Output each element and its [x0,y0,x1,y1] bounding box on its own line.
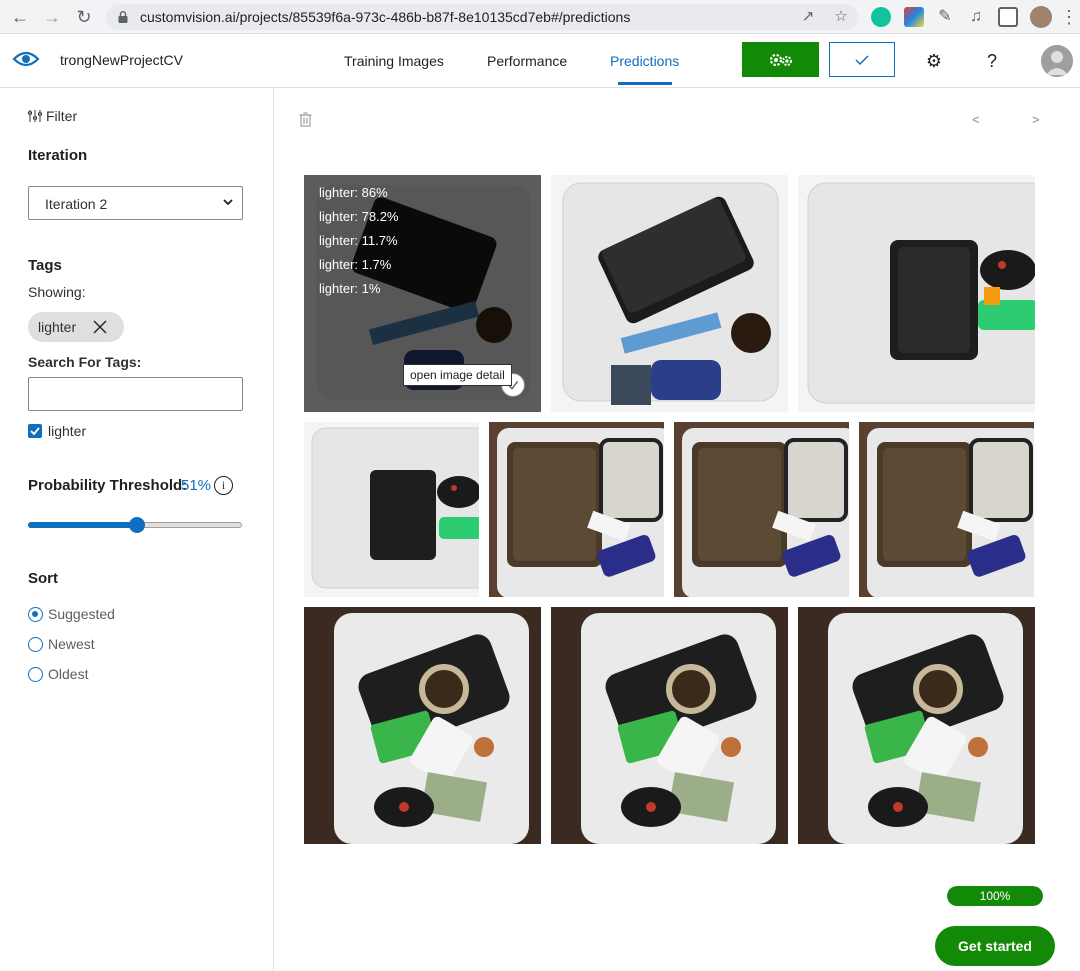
showing-tag-text: lighter [38,319,77,335]
url-text: customvision.ai/projects/85539f6a-973c-4… [140,9,631,25]
pager-previous[interactable]: < [972,112,980,127]
photo-tray-phone [551,175,788,412]
trash-icon[interactable] [299,112,312,127]
get-started-button[interactable]: Get started [935,926,1055,966]
tab-training-images[interactable]: Training Images [344,53,444,69]
threshold-slider-thumb[interactable] [129,517,145,533]
forward-icon[interactable]: → [43,7,61,27]
sort-radio-suggested[interactable] [28,607,43,622]
photo-tray-keys-lighters [304,607,541,844]
help-icon[interactable]: ? [986,51,997,71]
prediction-line: lighter: 86% [319,185,388,200]
grammarly-extension-icon[interactable] [871,7,891,27]
chevron-down-icon [223,199,233,206]
threshold-slider-fill [28,522,137,528]
search-tags-input[interactable] [28,377,243,411]
back-icon[interactable]: ← [11,7,29,27]
filter-sliders-icon [28,110,42,122]
probability-threshold-value: 51% [181,477,212,494]
photo-tray-wallet [304,422,479,597]
prediction-image-6[interactable] [674,422,849,597]
progress-label: 100% [979,889,1011,903]
browser-toolbar: ← → ↻ customvision.ai/projects/85539f6a-… [0,0,1080,34]
prediction-image-3[interactable] [798,175,1035,412]
iteration-select[interactable]: Iteration 2 [28,186,243,220]
remove-tag-close-icon[interactable] [93,320,107,334]
prediction-line: lighter: 1.7% [319,257,392,272]
address-bar[interactable]: customvision.ai/projects/85539f6a-973c-4… [106,4,858,30]
prediction-image-4[interactable] [304,422,479,597]
tooltip-open-image-detail: open image detail [403,364,512,386]
reload-icon[interactable]: ↻ [76,7,92,27]
prediction-image-7[interactable] [859,422,1034,597]
prediction-image-2[interactable] [551,175,788,412]
user-silhouette-icon [1041,45,1073,77]
sort-radio-oldest[interactable] [28,667,43,682]
progress-fill [947,886,1043,906]
prediction-image-9[interactable] [551,607,788,844]
profile-avatar-icon[interactable] [1030,6,1052,28]
app-header: trongNewProjectCV Training Images Perfor… [0,34,1080,88]
prediction-line: lighter: 11.7% [319,233,398,248]
tag-checkbox-label: lighter [48,423,87,439]
color-extension-icon[interactable] [904,7,924,27]
sort-label-suggested: Suggested [48,606,115,622]
share-icon[interactable]: ↗ [801,8,815,25]
photo-tray-leather-wallet [674,422,849,597]
side-panel-icon[interactable] [998,7,1018,27]
quick-test-button[interactable] [829,42,895,77]
checkmark-icon [30,427,40,436]
photo-tray-keys-lighters [551,607,788,844]
sort-label-newest: Newest [48,636,95,652]
bookmark-star-icon[interactable]: ☆ [834,8,848,25]
filter-label: Filter [46,108,78,124]
pager-next[interactable]: > [1032,112,1040,127]
photo-tray-leather-wallet [489,422,664,597]
tag-checkbox-lighter[interactable] [28,424,42,438]
browser-menu-icon[interactable]: ⋮ [1060,7,1078,27]
sort-heading: Sort [28,570,58,587]
prediction-image-8[interactable] [304,607,541,844]
custom-vision-eye-icon[interactable] [12,48,40,70]
filter-toggle[interactable]: Filter [28,108,77,124]
photo-tray-keys-lighters [798,607,1035,844]
showing-tag-pill: lighter [28,312,124,342]
showing-label: Showing: [28,284,86,300]
checkmark-icon [855,54,869,65]
sort-label-oldest: Oldest [48,666,89,682]
sort-radio-newest[interactable] [28,637,43,652]
filter-sidebar: Filter Iteration Iteration 2 Tags Showin… [0,88,274,971]
project-name[interactable]: trongNewProjectCV [60,52,183,68]
active-tab-indicator [618,82,672,85]
upload-progress-bar: 100% [947,886,1043,906]
extensions-puzzle-icon[interactable]: ✎ [938,8,952,25]
search-tags-label: Search For Tags: [28,354,142,370]
media-control-icon[interactable]: ♫ [970,8,982,25]
prediction-image-10[interactable] [798,607,1035,844]
gears-icon [769,53,792,66]
prediction-line: lighter: 78.2% [319,209,399,224]
lock-icon [118,11,128,23]
tags-heading: Tags [28,257,62,274]
prediction-line: lighter: 1% [319,281,381,296]
photo-tray-leather-wallet [859,422,1034,597]
info-icon[interactable]: i [214,476,233,495]
probability-threshold-label: Probability Threshold: [28,477,188,494]
photo-tray-wallet [798,175,1035,412]
iteration-heading: Iteration [28,147,88,164]
train-button[interactable] [742,42,819,77]
prediction-image-5[interactable] [489,422,664,597]
tab-performance[interactable]: Performance [487,53,568,69]
user-avatar[interactable] [1041,45,1073,77]
prediction-image-1[interactable]: lighter: 86% lighter: 78.2% lighter: 11.… [304,175,541,412]
tab-predictions[interactable]: Predictions [610,53,680,69]
settings-gear-icon[interactable]: ⚙ [925,51,943,71]
iteration-selected-value: Iteration 2 [45,196,108,212]
